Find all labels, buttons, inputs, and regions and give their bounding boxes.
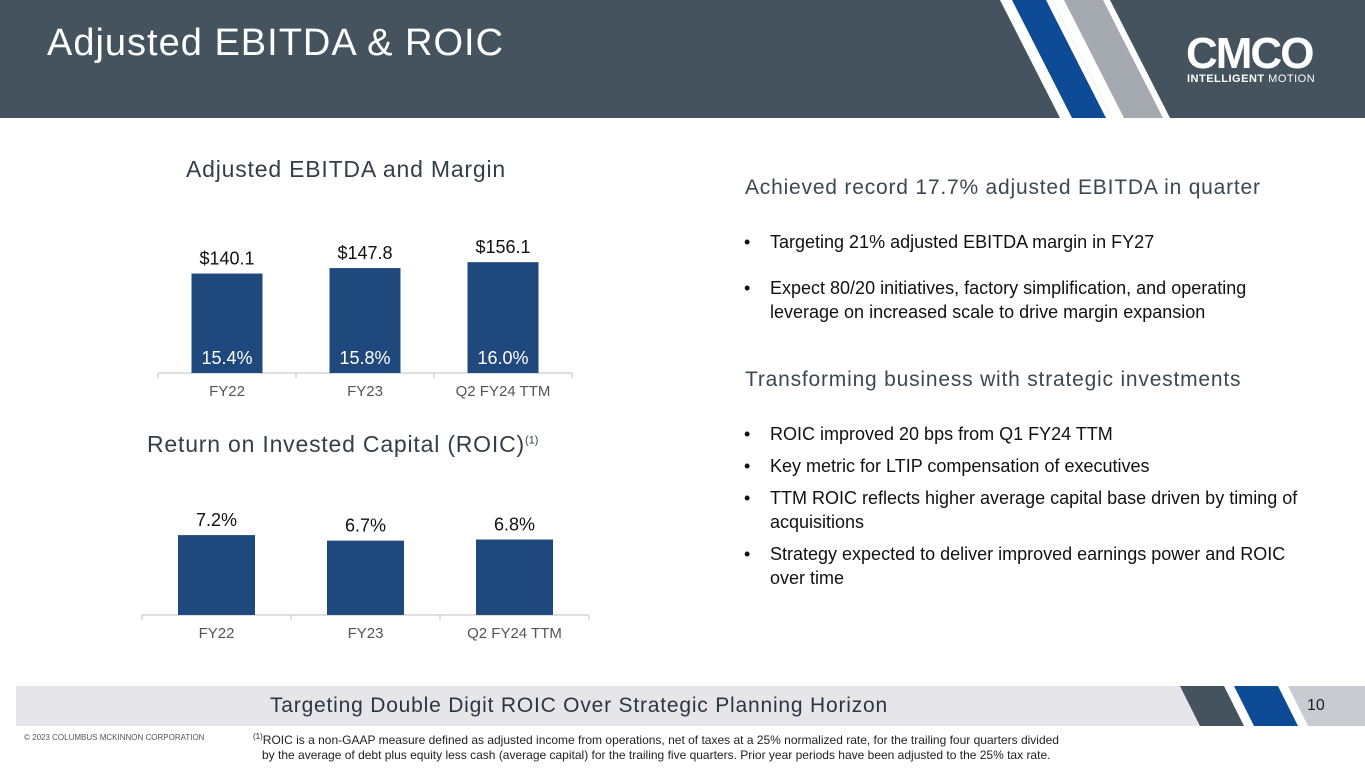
- roic-title-text: Return on Invested Capital (ROIC): [147, 431, 525, 457]
- roic-chart: 7.2% FY22 6.7% FY23 6.8% Q2 FY24 TTM: [141, 510, 590, 642]
- x-tick-label: FY23: [348, 625, 384, 642]
- bar-margin-label: 16.0%: [477, 348, 528, 368]
- copyright: © 2023 COLUMBUS MCKINNON CORPORATION: [24, 733, 205, 742]
- bar-value-label: $156.1: [475, 240, 530, 257]
- footnote-line-2: by the average of debt plus equity less …: [262, 748, 1051, 762]
- bar-value-label: $140.1: [199, 249, 254, 269]
- x-tick-label: Q2 FY24 TTM: [467, 625, 562, 642]
- roic-chart-title: Return on Invested Capital (ROIC)(1): [147, 431, 538, 458]
- ebitda-bullet-list: Targeting 21% adjusted EBITDA margin in …: [744, 230, 1314, 324]
- page-number: 10: [1307, 697, 1325, 714]
- bar: [191, 273, 263, 373]
- bar-value-label: 6.8%: [494, 515, 535, 535]
- bullet-item: Expect 80/20 initiatives, factory simpli…: [744, 276, 1314, 324]
- bar-margin-label: 15.8%: [339, 348, 390, 368]
- bullet-item: Strategy expected to deliver improved ea…: [744, 542, 1314, 590]
- bar: [467, 262, 539, 373]
- bullet-item: ROIC improved 20 bps from Q1 FY24 TTM: [744, 422, 1314, 446]
- bullet-item: TTM ROIC reflects higher average capital…: [744, 486, 1314, 534]
- x-tick-label: FY22: [209, 383, 245, 400]
- slide-header: Adjusted EBITDA & ROIC CMCO INTELLIGENT …: [0, 0, 1365, 118]
- roic-title-footnote-ref: (1): [524, 434, 539, 447]
- header-stripes: [1000, 0, 1170, 118]
- bullet-item: Targeting 21% adjusted EBITDA margin in …: [744, 230, 1314, 254]
- strategy-bullet-list: ROIC improved 20 bps from Q1 FY24 TTM Ke…: [744, 422, 1314, 590]
- logo-wordmark: CMCO: [1186, 30, 1313, 72]
- section-heading-strategy: Transforming business with strategic inv…: [745, 368, 1242, 391]
- bar: [329, 268, 401, 373]
- bar: [327, 540, 404, 615]
- bar-value-label: 6.7%: [345, 516, 386, 536]
- footnote-line-1: ROIC is a non-GAAP measure defined as ad…: [262, 733, 1059, 747]
- bar-value-label: 7.2%: [196, 510, 237, 530]
- bar: [476, 539, 553, 615]
- bar: [178, 535, 255, 615]
- bar-margin-label: 15.4%: [201, 348, 252, 368]
- bullet-item: Key metric for LTIP compensation of exec…: [744, 454, 1314, 478]
- section-heading-ebitda: Achieved record 17.7% adjusted EBITDA in…: [745, 176, 1261, 199]
- cmco-logo-icon: CMCO: [1186, 30, 1315, 72]
- logo-tagline-light: MOTION: [1268, 73, 1316, 85]
- x-tick-label: Q2 FY24 TTM: [456, 383, 551, 400]
- footer-band-text: Targeting Double Digit ROIC Over Strateg…: [270, 694, 888, 717]
- footnote-ref: (1): [253, 732, 263, 741]
- logo-tagline-bold: INTELLIGENT: [1187, 73, 1265, 85]
- logo-tagline: INTELLIGENT MOTION: [1187, 73, 1315, 85]
- bar-value-label: $147.8: [337, 243, 392, 263]
- ebitda-chart: $140.1 15.4% FY22 $147.8 15.8% FY23 $156.1 16.0…: [157, 240, 573, 400]
- footer-band: [16, 686, 1206, 726]
- ebitda-chart-title: Adjusted EBITDA and Margin: [186, 156, 506, 182]
- x-tick-label: FY22: [199, 625, 235, 642]
- slide-title: Adjusted EBITDA & ROIC: [47, 22, 505, 64]
- footnote: (1)ROIC is a non-GAAP measure defined as…: [253, 729, 1153, 763]
- x-tick-label: FY23: [347, 383, 383, 400]
- footer-shapes: [1180, 686, 1365, 726]
